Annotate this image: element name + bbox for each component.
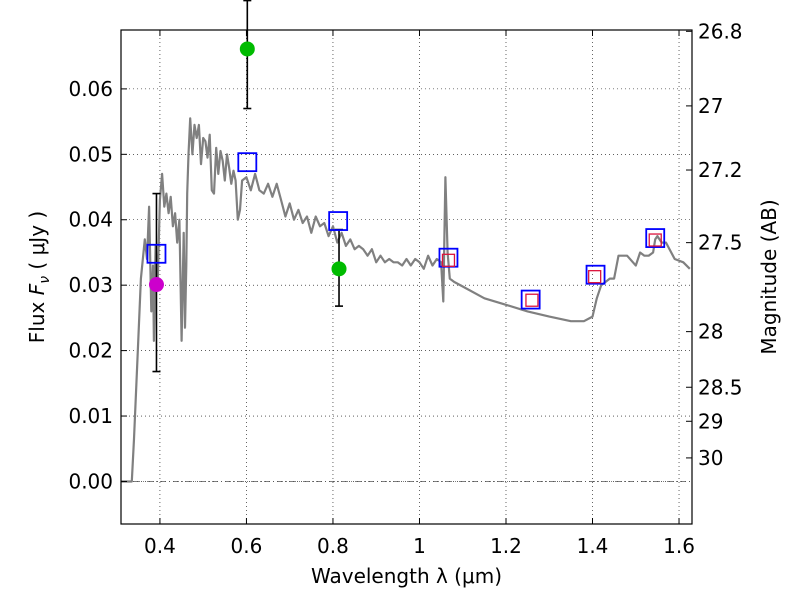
y-axis-label-subscript: ν (37, 276, 53, 284)
photometry-point (331, 261, 347, 277)
y2-tick-label: 27.5 (698, 231, 743, 255)
plot-frame (120, 29, 693, 525)
model-flux-square (645, 228, 666, 248)
model-flux-square (237, 152, 258, 173)
photometry-point (148, 277, 164, 293)
spectrum-group (121, 117, 691, 483)
marker-group (146, 41, 666, 310)
y2-tick-label: 26.8 (698, 19, 743, 43)
model-flux-square-small (441, 253, 456, 267)
model-flux-square (585, 264, 606, 285)
y-tick-label: 0.05 (68, 142, 113, 166)
spectrum-line (121, 117, 691, 483)
x-axis-label: Wavelength λ (μm) (311, 564, 502, 588)
y-axis-label-suffix: ( μJy ) (25, 211, 49, 276)
x-tick-label: 0.8 (317, 534, 349, 558)
ticks: 0.4 0.6 0.8 1 1.2 1.4 1.6 0.00 0.01 0.02 0.03 0.04 0… (68, 19, 742, 558)
y2-tick-label: 27.2 (698, 158, 743, 182)
x-tick-label: 0.6 (231, 534, 263, 558)
model-flux-square-small (588, 270, 602, 284)
y2-tick-label: 30 (698, 446, 723, 470)
model-flux-square-small (525, 293, 539, 307)
model-flux-square (328, 211, 349, 231)
x-tick-label: 1.4 (577, 534, 609, 558)
x-tick-label: 1 (413, 534, 426, 558)
y2-tick-label: 29 (698, 409, 723, 433)
model-flux-square (146, 243, 167, 264)
y-tick-label: 0.04 (68, 208, 113, 232)
y-tick-label: 0.03 (68, 273, 113, 297)
y-tick-label: 0.02 (68, 339, 113, 363)
y-axis-label: Flux Fν ( μJy ) (25, 211, 53, 343)
x-tick-label: 1.2 (490, 534, 522, 558)
y-tick-label: 0.00 (68, 469, 113, 493)
right-axis-label: Magnitude (AB) (757, 199, 781, 354)
y-axis-label-prefix: Flux (25, 295, 49, 343)
x-tick-label: 1.6 (663, 534, 695, 558)
photometry-point (239, 41, 255, 57)
x-tick-label: 0.4 (144, 534, 176, 558)
y2-tick-label: 28.5 (698, 375, 743, 399)
y2-tick-label: 28 (698, 320, 723, 344)
model-flux-square-small (648, 233, 662, 247)
y2-tick-label: 27 (698, 94, 723, 118)
model-flux-square (520, 289, 541, 310)
y-tick-label: 0.01 (68, 404, 113, 428)
y-axis-label-symbol: F (25, 283, 49, 295)
y-tick-label: 0.06 (68, 77, 113, 101)
